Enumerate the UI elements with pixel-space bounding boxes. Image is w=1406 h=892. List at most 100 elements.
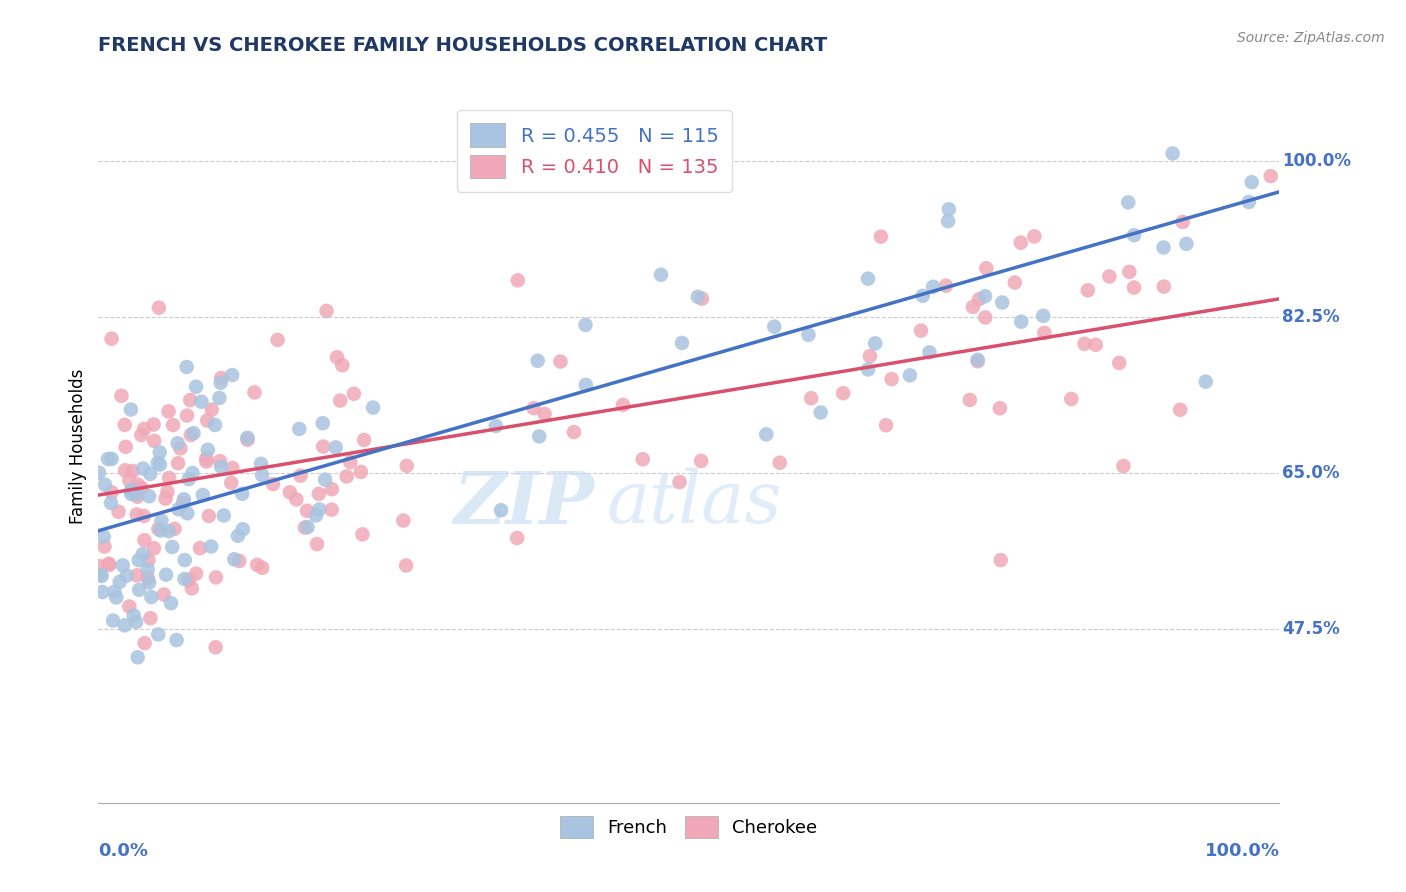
Point <box>155 491 177 506</box>
Point <box>1108 356 1130 370</box>
Point <box>529 429 551 443</box>
Point <box>172 496 194 510</box>
Point <box>176 506 198 520</box>
Point <box>312 440 335 454</box>
Point <box>160 540 183 554</box>
Point <box>325 441 347 455</box>
Point <box>150 514 173 528</box>
Point <box>353 433 375 447</box>
Point <box>100 452 122 467</box>
Point <box>308 502 330 516</box>
Point <box>127 490 149 504</box>
Point <box>631 452 654 467</box>
Point <box>875 418 897 433</box>
Point <box>87 466 110 480</box>
Point <box>1084 338 1107 352</box>
Point <box>208 391 231 405</box>
Point <box>128 553 150 567</box>
Point <box>197 442 219 457</box>
Point <box>294 520 316 534</box>
Point <box>138 553 160 567</box>
Point <box>1116 195 1139 210</box>
Point <box>1237 194 1260 209</box>
Point <box>212 508 235 523</box>
Point <box>1077 283 1099 297</box>
Point <box>506 531 529 545</box>
Point <box>136 562 159 576</box>
Point <box>209 376 232 390</box>
Point <box>89 567 111 582</box>
Point <box>832 386 855 401</box>
Point <box>148 301 170 315</box>
Point <box>134 422 156 436</box>
Point <box>156 484 179 499</box>
Point <box>153 587 176 601</box>
Point <box>305 537 328 551</box>
Point <box>177 573 200 587</box>
Point <box>100 485 122 500</box>
Point <box>176 409 198 423</box>
Point <box>167 456 190 470</box>
Text: ZIP: ZIP <box>454 467 595 539</box>
Point <box>988 401 1011 416</box>
Point <box>93 530 115 544</box>
Text: Source: ZipAtlas.com: Source: ZipAtlas.com <box>1237 31 1385 45</box>
Point <box>118 599 141 614</box>
Point <box>668 475 690 489</box>
Point <box>690 292 713 306</box>
Point <box>308 487 330 501</box>
Point <box>186 566 208 581</box>
Point <box>97 557 120 571</box>
Point <box>173 572 195 586</box>
Point <box>1010 315 1032 329</box>
Point <box>236 433 259 447</box>
Point <box>114 618 136 632</box>
Point <box>107 505 129 519</box>
Point <box>121 483 143 497</box>
Point <box>146 456 169 470</box>
Point <box>922 279 945 293</box>
Point <box>352 527 374 541</box>
Point <box>162 418 184 433</box>
Point <box>395 558 418 573</box>
Point <box>166 436 188 450</box>
Point <box>169 442 191 456</box>
Point <box>128 582 150 597</box>
Point <box>343 386 366 401</box>
Point <box>180 428 202 442</box>
Point <box>959 392 981 407</box>
Y-axis label: Family Households: Family Households <box>69 368 87 524</box>
Point <box>90 569 112 583</box>
Point <box>1024 229 1046 244</box>
Point <box>195 451 218 466</box>
Point <box>132 508 155 523</box>
Point <box>1118 265 1140 279</box>
Point <box>219 475 242 490</box>
Point <box>392 514 415 528</box>
Point <box>1153 279 1175 293</box>
Point <box>1168 402 1191 417</box>
Point <box>232 522 254 536</box>
Point <box>231 486 253 500</box>
Point <box>134 533 156 548</box>
Point <box>336 469 359 483</box>
Text: 82.5%: 82.5% <box>1282 308 1340 326</box>
Point <box>205 570 228 584</box>
Point <box>209 454 232 468</box>
Point <box>856 362 879 376</box>
Point <box>266 333 288 347</box>
Point <box>686 290 709 304</box>
Point <box>224 552 246 566</box>
Point <box>769 456 792 470</box>
Point <box>1112 458 1135 473</box>
Point <box>935 278 957 293</box>
Point <box>132 461 155 475</box>
Point <box>523 401 546 416</box>
Point <box>262 477 284 491</box>
Point <box>157 404 180 418</box>
Point <box>990 553 1012 567</box>
Point <box>166 633 188 648</box>
Point <box>167 502 190 516</box>
Point <box>149 524 172 538</box>
Point <box>149 445 172 459</box>
